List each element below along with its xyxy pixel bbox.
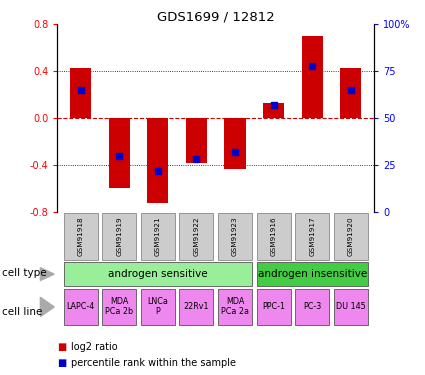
FancyBboxPatch shape <box>64 262 252 286</box>
Bar <box>108 118 130 188</box>
Point <box>347 87 354 93</box>
Text: GSM91923: GSM91923 <box>232 217 238 256</box>
Bar <box>70 68 91 118</box>
Text: LNCa
P: LNCa P <box>147 297 168 315</box>
FancyBboxPatch shape <box>257 289 291 325</box>
FancyBboxPatch shape <box>334 289 368 325</box>
FancyBboxPatch shape <box>179 213 213 260</box>
Text: PC-3: PC-3 <box>303 302 321 310</box>
FancyBboxPatch shape <box>257 262 368 286</box>
FancyBboxPatch shape <box>295 213 329 260</box>
Text: androgen sensitive: androgen sensitive <box>108 268 207 279</box>
Text: androgen insensitive: androgen insensitive <box>258 268 367 279</box>
Point <box>116 153 122 159</box>
FancyBboxPatch shape <box>257 213 291 260</box>
Polygon shape <box>40 297 54 316</box>
Bar <box>263 103 284 118</box>
Text: ■: ■ <box>57 358 67 368</box>
Text: GSM91921: GSM91921 <box>155 217 161 256</box>
Point <box>77 87 84 93</box>
FancyBboxPatch shape <box>218 213 252 260</box>
Bar <box>340 68 361 118</box>
FancyBboxPatch shape <box>179 289 213 325</box>
Text: log2 ratio: log2 ratio <box>71 342 118 352</box>
Bar <box>224 118 246 168</box>
Bar <box>147 118 168 202</box>
Polygon shape <box>40 268 54 280</box>
Point <box>270 102 277 108</box>
FancyBboxPatch shape <box>295 289 329 325</box>
Text: PPC-1: PPC-1 <box>262 302 285 310</box>
Text: DU 145: DU 145 <box>336 302 366 310</box>
Text: MDA
PCa 2a: MDA PCa 2a <box>221 297 249 315</box>
Text: 22Rv1: 22Rv1 <box>184 302 209 310</box>
Text: GSM91920: GSM91920 <box>348 217 354 256</box>
Text: GSM91916: GSM91916 <box>271 217 277 256</box>
Title: GDS1699 / 12812: GDS1699 / 12812 <box>157 10 275 23</box>
Text: cell type: cell type <box>2 268 47 278</box>
Text: cell line: cell line <box>2 307 42 317</box>
Point <box>193 156 200 162</box>
Point <box>309 63 316 69</box>
FancyBboxPatch shape <box>141 213 175 260</box>
Point <box>232 149 238 155</box>
FancyBboxPatch shape <box>218 289 252 325</box>
Bar <box>186 118 207 163</box>
Text: GSM91917: GSM91917 <box>309 217 315 256</box>
FancyBboxPatch shape <box>141 289 175 325</box>
FancyBboxPatch shape <box>334 213 368 260</box>
FancyBboxPatch shape <box>64 213 97 260</box>
Text: GSM91922: GSM91922 <box>193 217 199 256</box>
Bar <box>302 36 323 118</box>
Point <box>154 168 161 174</box>
Text: GSM91918: GSM91918 <box>77 217 84 256</box>
Text: LAPC-4: LAPC-4 <box>66 302 95 310</box>
Text: MDA
PCa 2b: MDA PCa 2b <box>105 297 133 315</box>
Text: percentile rank within the sample: percentile rank within the sample <box>71 358 236 368</box>
Text: GSM91919: GSM91919 <box>116 217 122 256</box>
FancyBboxPatch shape <box>102 289 136 325</box>
FancyBboxPatch shape <box>64 289 97 325</box>
FancyBboxPatch shape <box>102 213 136 260</box>
Text: ■: ■ <box>57 342 67 352</box>
